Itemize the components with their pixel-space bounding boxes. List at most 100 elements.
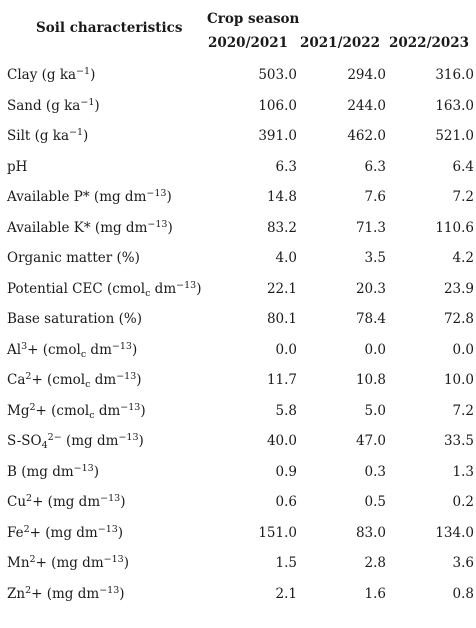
label-text: ): [93, 463, 99, 480]
row-label: Fe2+ (mg dm−13): [0, 518, 207, 549]
value-cell: 80.1: [266, 311, 297, 328]
label-text: Ca: [7, 372, 26, 389]
table-row: Zn2+ (mg dm−13) 2.1 1.6 0.8: [0, 579, 474, 610]
label-sub: c: [80, 348, 87, 360]
value-cell: 106.0: [258, 97, 297, 114]
table-row: B (mg dm−13) 0.9 0.3 1.3: [0, 457, 474, 488]
value-cell: 0.8: [452, 585, 474, 602]
row-label: B (mg dm−13): [0, 457, 207, 488]
label-text: Base saturation (%): [7, 311, 142, 328]
value-cell: 0.0: [275, 341, 297, 358]
value-cell: 23.9: [443, 280, 474, 297]
label-text: Available P* (mg dm: [7, 189, 147, 206]
soil-table-body: Clay (g ka−1) 503.0 294.0 316.0 Sand (g ka−1…: [0, 60, 474, 609]
row-label: S-SO42− (mg dm−13): [0, 426, 207, 457]
value-cell: 1.5: [275, 555, 297, 572]
value-cell: 0.3: [364, 463, 386, 480]
label-sub: 4: [41, 440, 48, 452]
label-sup: 2−: [47, 432, 62, 444]
label-text: Clay (g ka: [7, 67, 77, 84]
year-header-2020: 2020/2021: [208, 35, 289, 51]
row-label: Mg2+ (cmolc dm−13): [0, 396, 207, 427]
label-sup: −13: [73, 462, 94, 474]
table-row: Clay (g ka−1) 503.0 294.0 316.0: [0, 60, 474, 91]
label-text: + (cmol: [31, 372, 86, 389]
label-text: ): [90, 67, 96, 84]
label-sup: −1: [76, 66, 91, 78]
soil-table: Clay (g ka−1) 503.0 294.0 316.0 Sand (g ka−1…: [0, 60, 474, 609]
value-cell: 0.9: [275, 463, 297, 480]
label-sup: −13: [147, 218, 168, 230]
value-cell: 72.8: [443, 311, 474, 328]
label-text: ): [131, 341, 138, 358]
value-cell: 33.5: [443, 433, 474, 450]
value-cell: 244.0: [347, 97, 386, 114]
value-cell: 10.8: [355, 372, 386, 389]
label-sup: −13: [118, 432, 139, 444]
label-sup: −13: [176, 279, 197, 291]
row-label: Cu2+ (mg dm−13): [0, 487, 207, 518]
label-sup: −13: [103, 554, 124, 566]
value-cell: 294.0: [347, 67, 386, 84]
row-label: Al3+ (cmolc dm−13): [0, 335, 207, 366]
table-row: Potential CEC (cmolc dm−13) 22.1 20.3 23.9: [0, 274, 474, 305]
value-cell: 163.0: [435, 97, 474, 114]
label-text: ): [136, 372, 142, 389]
value-cell: 110.6: [435, 219, 474, 236]
year-header-2021: 2021/2022: [300, 35, 381, 51]
table-row: Ca2+ (cmolc dm−13) 11.7 10.8 10.0: [0, 365, 474, 396]
label-sup: −13: [100, 493, 121, 505]
label-text: ): [140, 402, 146, 419]
label-text: dm: [86, 341, 112, 358]
label-text: ): [138, 433, 144, 450]
label-text: S-SO: [7, 433, 42, 450]
value-cell: 14.8: [266, 189, 297, 206]
label-sup: 2: [23, 523, 30, 535]
label-text: Al: [7, 341, 22, 358]
value-cell: 503.0: [258, 67, 297, 84]
label-text: ): [83, 128, 89, 145]
label-text: ): [117, 524, 124, 541]
value-cell: 1.3: [452, 463, 474, 480]
label-sup: 2: [29, 401, 36, 413]
value-cell: 7.2: [452, 402, 474, 419]
label-sup: −13: [97, 523, 118, 535]
table-row: Mn2+ (mg dm−13) 1.5 2.8 3.6: [0, 548, 474, 579]
value-cell: 20.3: [355, 280, 386, 297]
label-sup: 2: [25, 584, 32, 596]
label-text: dm: [150, 280, 177, 297]
value-cell: 462.0: [347, 128, 386, 145]
value-cell: 0.0: [452, 341, 474, 358]
row-label: Base saturation (%): [0, 304, 207, 335]
label-text: Potential CEC (cmol: [7, 280, 146, 297]
year-header-2022: 2022/2023: [389, 35, 470, 51]
value-cell: 521.0: [435, 128, 474, 145]
label-sup: −13: [120, 401, 141, 413]
label-text: dm: [90, 372, 117, 389]
label-text: Zn: [7, 585, 26, 602]
label-text: ): [167, 219, 173, 236]
table-row: Base saturation (%) 80.1 78.4 72.8: [0, 304, 474, 335]
table-row: Fe2+ (mg dm−13) 151.0 83.0 134.0: [0, 518, 474, 549]
label-text: ): [123, 555, 129, 572]
table-row: Sand (g ka−1) 106.0 244.0 163.0: [0, 91, 474, 122]
table-row: Available K* (mg dm−13) 83.2 71.3 110.6: [0, 213, 474, 244]
soil-characteristics-header: Soil characteristics: [36, 20, 183, 36]
value-cell: 78.4: [355, 311, 386, 328]
value-cell: 2.1: [275, 585, 297, 602]
label-text: + (mg dm: [32, 494, 101, 511]
value-cell: 4.0: [275, 250, 297, 267]
label-text: Mn: [7, 555, 30, 572]
label-sup: 3: [21, 340, 28, 352]
row-label: Sand (g ka−1): [0, 91, 207, 122]
label-text: + (mg dm: [31, 585, 100, 602]
value-cell: 6.3: [275, 158, 297, 175]
label-text: Available K* (mg dm: [7, 219, 148, 236]
label-text: dm: [94, 402, 121, 419]
label-text: ): [94, 97, 100, 114]
crop-season-header: Crop season: [207, 11, 300, 27]
value-cell: 10.0: [443, 372, 474, 389]
label-sup: −13: [116, 371, 137, 383]
label-text: Cu: [7, 494, 27, 511]
value-cell: 6.4: [452, 158, 474, 175]
